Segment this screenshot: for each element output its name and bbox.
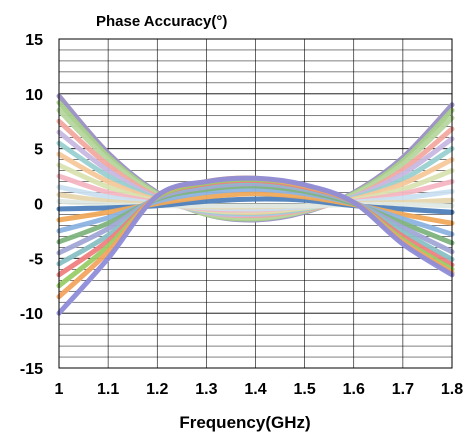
y-tick-label: 0 [34,197,43,214]
y-tick-label: -10 [20,306,43,323]
x-axis-tick-labels: 1 1.1 1.2 1.3 1.4 1.5 1.6 1.7 1.8 [55,381,464,398]
plot-area-frame [58,38,453,369]
series-group [56,93,455,316]
y-tick-label: 5 [34,142,43,159]
y-tick-label: 15 [25,32,43,49]
x-tick-label: 1.4 [244,381,266,398]
y-axis-tick-labels: 15 10 5 0 -5 -10 -15 [20,32,43,378]
x-tick-label: 1.3 [195,381,217,398]
x-tick-label: 1.5 [294,381,316,398]
chart-title: Phase Accuracy(°) [96,13,227,30]
y-tick-label: 10 [25,87,43,104]
x-axis-title: Frequency(GHz) [179,413,310,432]
series-line-22 [56,175,455,316]
x-tick-label: 1 [55,381,64,398]
series-line-15 [56,186,455,237]
x-tick-label: 1.8 [441,381,463,398]
x-tick-label: 1.7 [392,381,414,398]
y-tick-label: -5 [29,251,43,268]
x-tick-label: 1.1 [97,381,119,398]
x-tick-label: 1.6 [343,381,365,398]
y-tick-label: -15 [20,361,43,378]
x-tick-label: 1.2 [146,381,168,398]
